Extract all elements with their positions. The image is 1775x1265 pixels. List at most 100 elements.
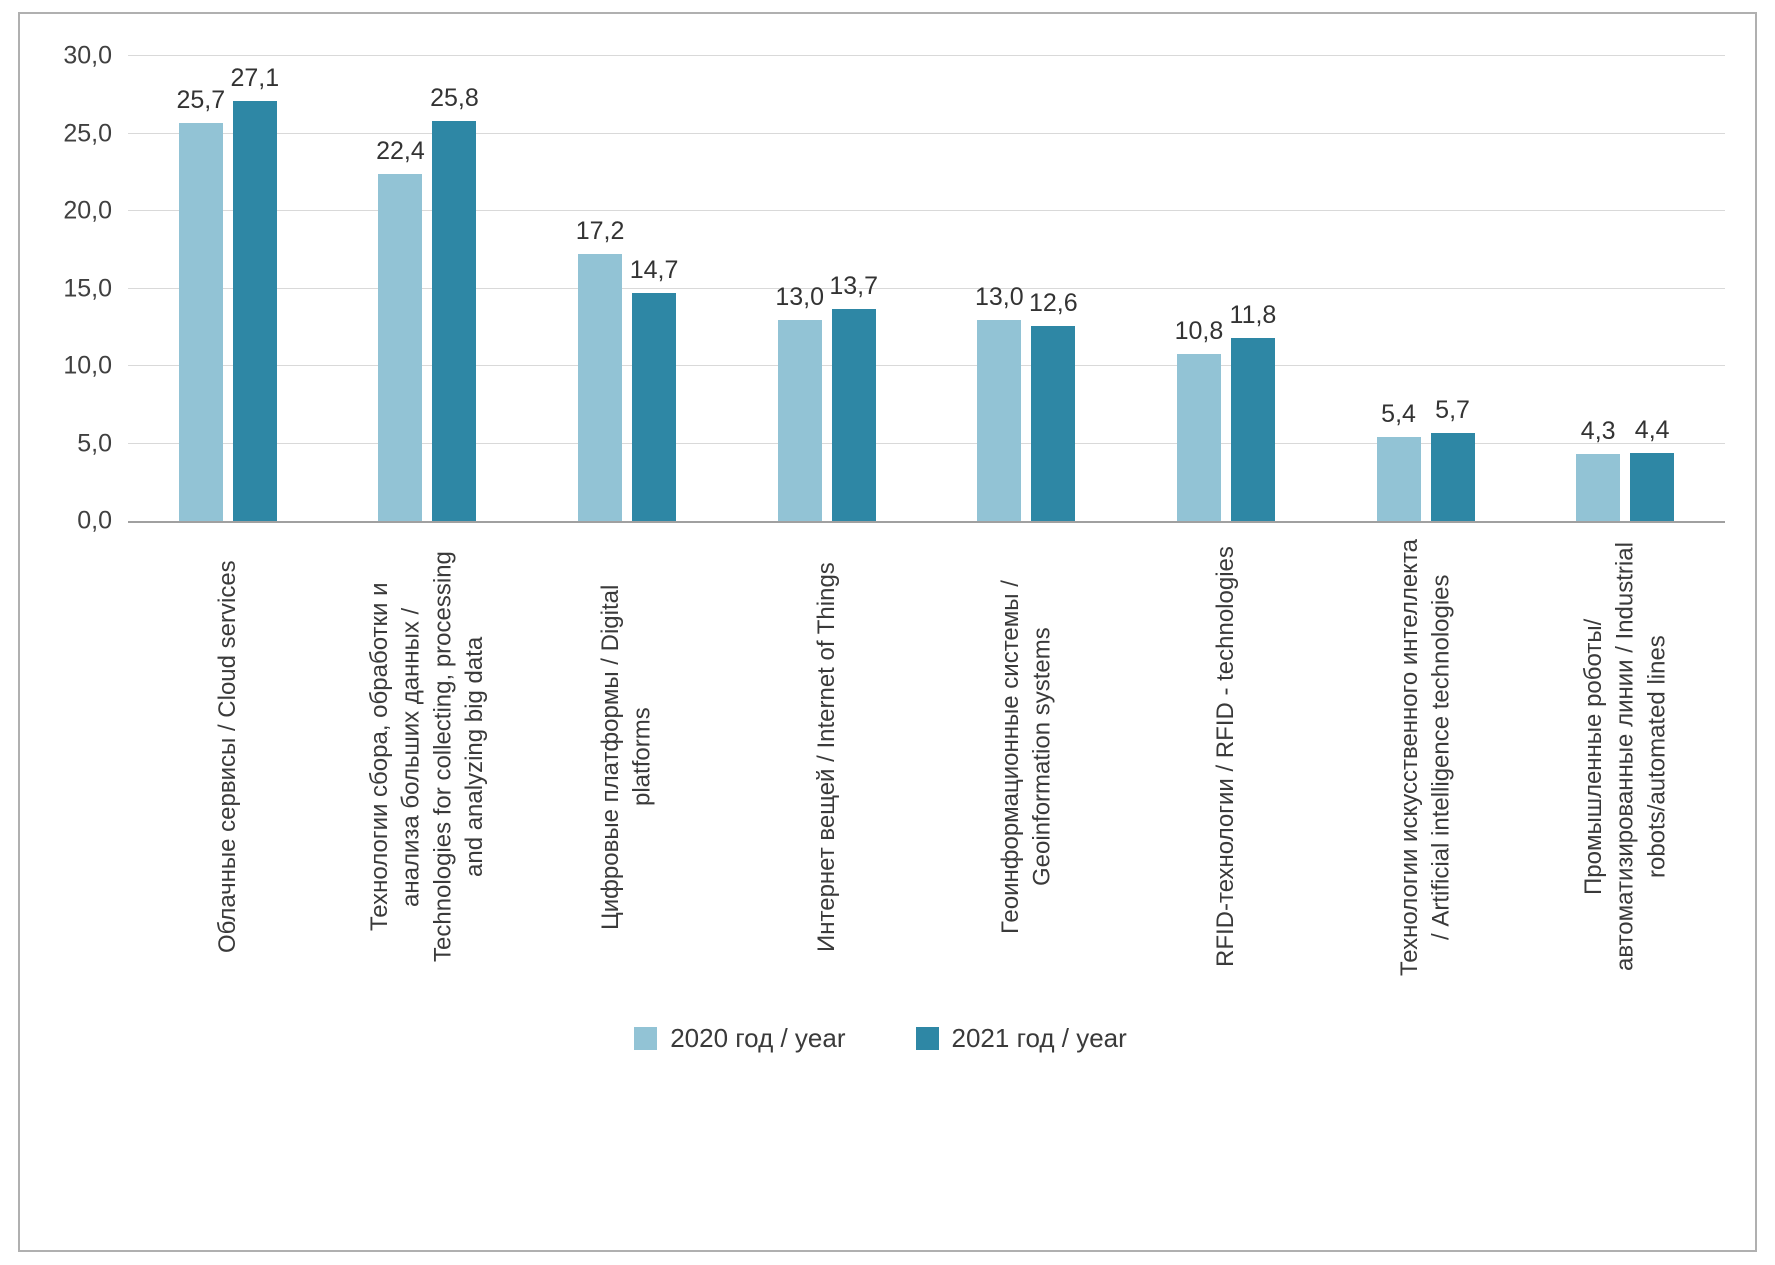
- chart-layout: 0,0 5,0 10,0 15,0 20,0 25,0 30,0 25,7 27,1 22,4 2…: [36, 42, 1725, 1054]
- bar-series-2020: [378, 173, 423, 521]
- bar-series-2020: [1576, 454, 1621, 521]
- bar-column: 4,4: [1630, 56, 1675, 521]
- bar-value-label: 10,8: [1174, 316, 1224, 345]
- x-category-cell: Геоинформационные системы / Geoinformati…: [927, 537, 1127, 993]
- bar-group: 13,0 13,7: [727, 56, 927, 521]
- legend-label-2021: 2021 год / year: [951, 1023, 1127, 1053]
- gridline: [128, 132, 1725, 134]
- bar-group: 25,7 27,1: [128, 56, 328, 521]
- bar-value-label: 11,8: [1229, 301, 1277, 330]
- x-axis-labels: Облачные сервисы / Cloud services Техноло…: [128, 523, 1725, 993]
- category-label: Геоинформационные системы / Geoinformati…: [996, 580, 1056, 934]
- category-label: Интернет вещей / Internet of Things: [812, 562, 840, 952]
- bar-series-2021: [232, 100, 277, 521]
- bar-column: 27,1: [230, 56, 280, 521]
- category-label: Облачные сервисы / Cloud services: [213, 560, 241, 954]
- bar-group: 5,4 5,7: [1326, 56, 1526, 521]
- bar-value-label: 22,4: [376, 136, 425, 165]
- legend-swatch-2021: [915, 1027, 939, 1050]
- bar-series-2021: [1031, 325, 1076, 521]
- x-category-cell: Облачные сервисы / Cloud services: [128, 537, 328, 993]
- bar-value-label: 13,7: [829, 271, 879, 300]
- bar-value-label: 12,6: [1028, 288, 1078, 317]
- gridline: [128, 365, 1725, 367]
- gridline: [128, 210, 1725, 212]
- y-tick-label: 15,0: [63, 274, 112, 302]
- bar-value-label: 17,2: [575, 217, 625, 246]
- gridline: [128, 442, 1725, 444]
- bar-column: 5,7: [1430, 56, 1475, 521]
- bar-series-2021: [432, 121, 477, 521]
- category-label: Промышленные роботы/автоматизированные л…: [1579, 542, 1671, 972]
- plot-area: 25,7 27,1 22,4 25,8 17,2 14,7 13,0 13,7 13,0 12,6…: [128, 55, 1725, 523]
- bar-series-2020: [777, 319, 822, 521]
- gridline: [128, 55, 1725, 56]
- y-tick-label: 20,0: [63, 196, 112, 225]
- bar-value-label: 27,1: [230, 63, 280, 92]
- bar-groups: 25,7 27,1 22,4 25,8 17,2 14,7 13,0 13,7 13,0 12,6…: [128, 56, 1725, 521]
- y-tick-label: 0,0: [77, 506, 112, 535]
- bar-value-label: 13,0: [775, 282, 825, 311]
- bar-series-2020: [1176, 353, 1221, 521]
- bar-group: 22,4 25,8: [328, 56, 528, 521]
- y-tick-label: 5,0: [77, 429, 112, 458]
- bar-group: 10,8 11,8: [1126, 56, 1326, 521]
- x-axis-corner-spacer: [36, 523, 128, 993]
- gridline: [128, 287, 1725, 289]
- bar-series-2021: [831, 308, 876, 521]
- bar-column: 11,8: [1229, 56, 1277, 521]
- bar-group: 4,3 4,4: [1525, 56, 1725, 521]
- y-axis: 0,0 5,0 10,0 15,0 20,0 25,0 30,0: [36, 42, 128, 535]
- bar-column: 25,8: [430, 56, 479, 521]
- bar-value-label: 4,4: [1634, 415, 1670, 444]
- x-category-cell: Цифровые платформы / Digital platforms: [527, 537, 727, 993]
- bar-series-2021: [1230, 338, 1275, 521]
- bar-series-2021: [1430, 432, 1475, 521]
- bar-series-2021: [1630, 452, 1675, 521]
- bar-column: 13,7: [829, 56, 879, 521]
- bar-value-label: 4,3: [1580, 417, 1616, 446]
- bar-series-2020: [977, 319, 1022, 521]
- x-category-cell: Технологии искусственного интеллекта / A…: [1326, 537, 1526, 993]
- bar-series-2020: [1376, 437, 1421, 521]
- y-tick-label: 30,0: [63, 41, 112, 70]
- legend-swatch-2020: [634, 1027, 658, 1050]
- bar-column: 25,7: [176, 56, 226, 521]
- bar-column: 10,8: [1174, 56, 1224, 521]
- legend-label-2020: 2020 год / year: [670, 1023, 846, 1053]
- bar-column: 17,2: [575, 56, 625, 521]
- category-label: RFID-технологии / RFID - technologies: [1212, 546, 1240, 968]
- bar-column: 12,6: [1028, 56, 1078, 521]
- bar-value-label: 5,4: [1381, 400, 1416, 429]
- chart-frame: 0,0 5,0 10,0 15,0 20,0 25,0 30,0 25,7 27,1 22,4 2…: [18, 12, 1757, 1252]
- bar-series-2020: [578, 254, 623, 521]
- x-category-cell: Промышленные роботы/автоматизированные л…: [1525, 537, 1725, 993]
- bar-column: 13,0: [974, 56, 1024, 521]
- category-label: Технологии искусственного интеллекта / A…: [1395, 538, 1455, 976]
- legend: 2020 год / year 2021 год / year: [36, 1023, 1725, 1054]
- bar-group: 17,2 14,7: [527, 56, 727, 521]
- x-category-cell: RFID-технологии / RFID - technologies: [1126, 537, 1326, 993]
- bar-column: 4,3: [1576, 56, 1621, 521]
- category-label: Цифровые платформы / Digital platforms: [597, 584, 657, 930]
- bar-column: 14,7: [629, 56, 679, 521]
- bar-series-2020: [178, 122, 223, 521]
- bar-value-label: 25,8: [430, 84, 479, 113]
- y-tick-label: 10,0: [63, 351, 112, 380]
- y-tick-label: 25,0: [63, 119, 112, 147]
- bar-value-label: 5,7: [1435, 395, 1470, 424]
- bar-series-2021: [632, 293, 677, 521]
- bar-value-label: 13,0: [974, 282, 1024, 311]
- bar-column: 22,4: [376, 56, 425, 521]
- x-category-cell: Интернет вещей / Internet of Things: [727, 537, 927, 993]
- bar-value-label: 14,7: [629, 256, 679, 285]
- bar-column: 13,0: [775, 56, 825, 521]
- x-category-cell: Технологии сбора, обработки и анализа бо…: [328, 537, 528, 993]
- category-label: Технологии сбора, обработки и анализа бо…: [366, 551, 489, 963]
- bar-group: 13,0 12,6: [927, 56, 1127, 521]
- bar-value-label: 25,7: [176, 85, 226, 114]
- legend-item-2020: 2020 год / year: [634, 1023, 846, 1054]
- legend-item-2021: 2021 год / year: [915, 1023, 1127, 1054]
- bar-column: 5,4: [1376, 56, 1421, 521]
